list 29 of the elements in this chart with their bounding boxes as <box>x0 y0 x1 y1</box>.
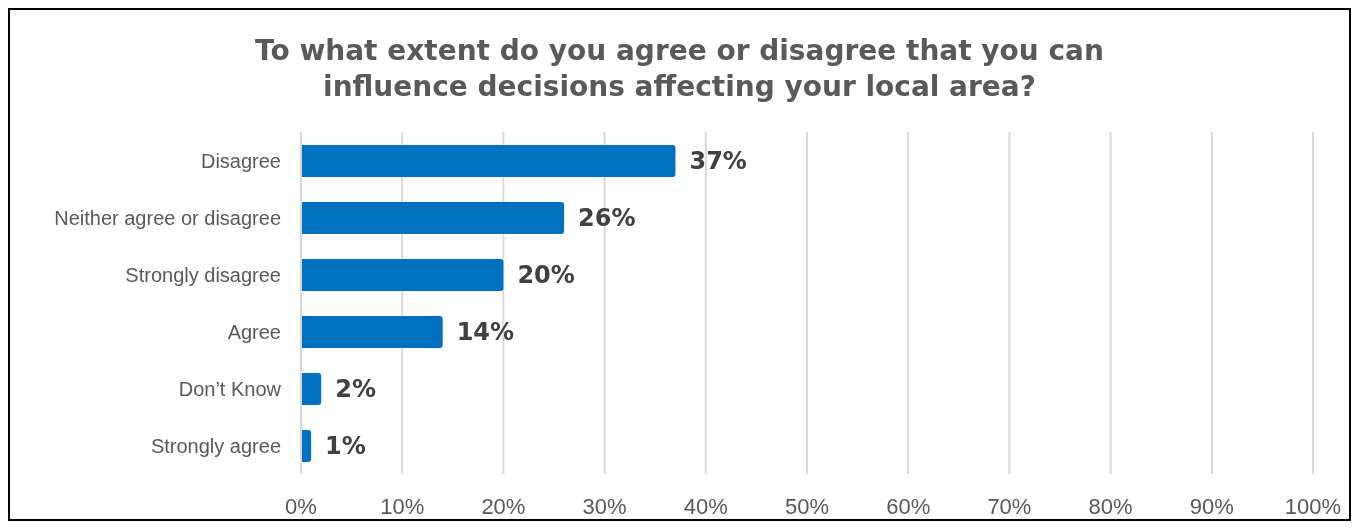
bar <box>301 373 322 405</box>
bar <box>301 145 676 177</box>
x-tick-label: 80% <box>1088 493 1133 519</box>
data-label: 37% <box>689 147 747 175</box>
data-label: 14% <box>456 318 515 346</box>
x-tick-label: 40% <box>683 493 728 519</box>
x-tick-label: 100% <box>1284 493 1342 519</box>
y-tick-label: Agree <box>227 320 281 343</box>
x-tick-label: 20% <box>481 493 526 519</box>
y-tick-label: Strongly agree <box>150 434 281 457</box>
x-tick-label: 30% <box>582 493 627 519</box>
x-tick-label: 60% <box>886 493 931 519</box>
data-label: 20% <box>517 261 575 289</box>
x-tick-label: 0% <box>285 493 317 519</box>
y-tick-label: Disagree <box>200 149 281 172</box>
chart-title: To what extent do you agree or disagree that you can influence decisions affecting your local area? <box>254 33 1105 105</box>
x-tick-label: 90% <box>1189 493 1234 519</box>
data-label: 2% <box>335 375 376 403</box>
bar <box>301 259 504 291</box>
bar <box>301 316 443 348</box>
data-label: 1% <box>325 432 366 460</box>
x-tick-label: 50% <box>784 493 830 519</box>
x-tick-label: 70% <box>987 493 1032 519</box>
y-tick-label: Neither agree or disagree <box>54 206 281 229</box>
y-tick-label: Strongly disagree <box>125 263 281 286</box>
y-tick-label: Don’t Know <box>178 377 282 400</box>
bar <box>301 202 565 234</box>
x-tick-label: 10% <box>380 493 425 519</box>
data-label: 26% <box>578 204 636 232</box>
